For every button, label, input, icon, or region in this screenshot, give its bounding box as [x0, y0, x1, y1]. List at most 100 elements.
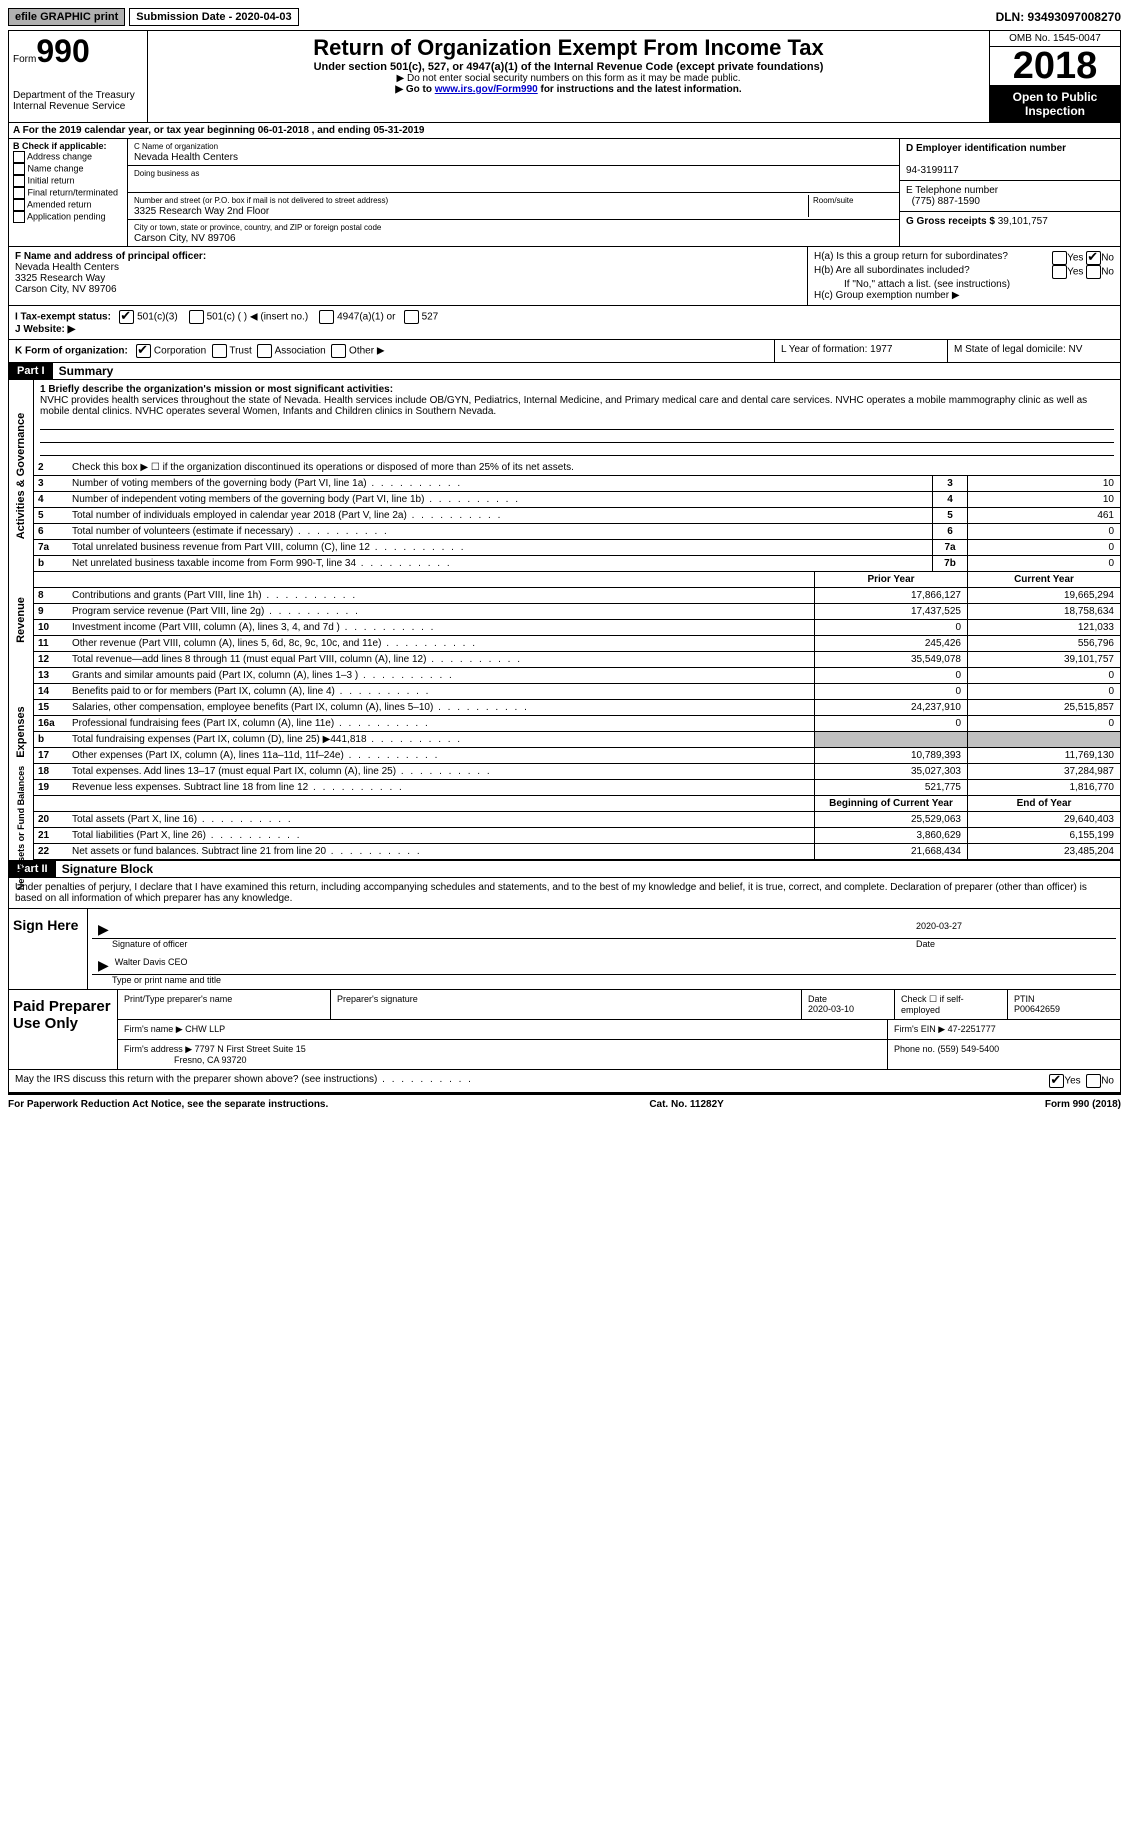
form-label: Form	[13, 54, 36, 65]
prep-date-h: Date	[808, 994, 827, 1004]
net-header: Beginning of Current Year End of Year	[34, 796, 1120, 812]
firm-addr-label: Firm's address ▶	[124, 1044, 192, 1054]
table-row: 14Benefits paid to or for members (Part …	[34, 684, 1120, 700]
table-row: 22Net assets or fund balances. Subtract …	[34, 844, 1120, 860]
cb-corp[interactable]	[136, 344, 151, 358]
col-right: D Employer identification number 94-3199…	[899, 139, 1120, 246]
part1-title: Summary	[59, 364, 114, 378]
hc-label: H(c) Group exemption number ▶	[814, 290, 1114, 301]
cb-final[interactable]	[13, 187, 25, 199]
note-ssn: ▶ Do not enter social security numbers o…	[152, 73, 985, 84]
box-f: F Name and address of principal officer:…	[9, 247, 808, 305]
org-addr: 3325 Research Way 2nd Floor	[134, 206, 269, 217]
date-label: Date	[916, 939, 1116, 949]
box-d: D Employer identification number 94-3199…	[900, 139, 1120, 181]
cb-initial[interactable]	[13, 175, 25, 187]
hb-no[interactable]	[1086, 265, 1101, 279]
irs-link[interactable]: www.irs.gov/Form990	[435, 84, 538, 95]
table-row: bNet unrelated business taxable income f…	[34, 556, 1120, 572]
top-bar: efile GRAPHIC print Submission Date - 20…	[8, 8, 1121, 26]
box-h: H(a) Is this a group return for subordin…	[808, 247, 1120, 305]
org-name: Nevada Health Centers	[134, 152, 238, 163]
hb-yes[interactable]	[1052, 265, 1067, 279]
cb-other[interactable]	[331, 344, 346, 358]
col-curr: Current Year	[967, 572, 1120, 587]
dln: DLN: 93493097008270	[996, 10, 1121, 24]
rev-header: Prior Year Current Year	[34, 572, 1120, 588]
col-mid: C Name of organization Nevada Health Cen…	[128, 139, 899, 246]
lbl-initial: Initial return	[28, 175, 75, 185]
mission-text: NVHC provides health services throughout…	[40, 395, 1087, 417]
cb-name[interactable]	[13, 163, 25, 175]
table-row: 3Number of voting members of the governi…	[34, 476, 1120, 492]
f-label: F Name and address of principal officer:	[15, 251, 206, 262]
table-row: 4Number of independent voting members of…	[34, 492, 1120, 508]
box-l: L Year of formation: 1977	[774, 340, 947, 362]
prep-name-h: Print/Type preparer's name	[118, 990, 331, 1019]
col-end: End of Year	[967, 796, 1120, 811]
header-right: OMB No. 1545-0047 2018 Open to Public In…	[989, 31, 1120, 122]
cb-501c[interactable]	[189, 310, 204, 324]
phone: (775) 887-1590	[912, 196, 980, 207]
open-inspection: Open to Public Inspection	[990, 86, 1120, 122]
ha-yes[interactable]	[1052, 251, 1067, 265]
ha-no[interactable]	[1086, 251, 1101, 265]
part2-bar: Part II Signature Block	[8, 861, 1121, 878]
name-label: Type or print name and title	[92, 975, 1116, 985]
lbl-final: Final return/terminated	[28, 187, 119, 197]
cb-pending[interactable]	[13, 211, 25, 223]
expenses-label: Expenses	[15, 706, 27, 757]
firm-label: Firm's name ▶	[124, 1024, 183, 1034]
footer-left: For Paperwork Reduction Act Notice, see …	[8, 1099, 328, 1110]
sign-body: ▶ 2020-03-27 Signature of officer Date ▶…	[88, 909, 1120, 989]
part1-bar: Part I Summary	[8, 363, 1121, 380]
declaration: Under penalties of perjury, I declare th…	[8, 878, 1121, 909]
row-a: A For the 2019 calendar year, or tax yea…	[8, 123, 1121, 139]
table-row: 15Salaries, other compensation, employee…	[34, 700, 1120, 716]
footer-right: Form 990 (2018)	[1045, 1099, 1121, 1110]
room-label: Room/suite	[813, 196, 853, 205]
cb-assoc[interactable]	[257, 344, 272, 358]
section-governance: Activities & Governance 1 Briefly descri…	[8, 380, 1121, 572]
preparer-block: Paid Preparer Use Only Print/Type prepar…	[8, 990, 1121, 1070]
line2-num: 2	[34, 460, 68, 475]
opt-corp: Corporation	[154, 346, 206, 357]
table-row: 12Total revenue—add lines 8 through 11 (…	[34, 652, 1120, 668]
box-g: G Gross receipts $ 39,101,757	[900, 212, 1120, 231]
box-b: B Check if applicable: Address change Na…	[9, 139, 128, 246]
lbl-amended: Amended return	[27, 199, 92, 209]
opt-501c: 501(c) ( ) ◀ (insert no.)	[207, 312, 309, 323]
footer-mid: Cat. No. 11282Y	[649, 1099, 723, 1110]
cb-trust[interactable]	[212, 344, 227, 358]
cb-4947[interactable]	[319, 310, 334, 324]
efile-btn[interactable]: efile GRAPHIC print	[8, 8, 125, 26]
section-revenue: Revenue Prior Year Current Year 8Contrib…	[8, 572, 1121, 668]
table-row: 17Other expenses (Part IX, column (A), l…	[34, 748, 1120, 764]
officer-addr1: 3325 Research Way	[15, 273, 105, 284]
table-row: 8Contributions and grants (Part VIII, li…	[34, 588, 1120, 604]
table-row: bTotal fundraising expenses (Part IX, co…	[34, 732, 1120, 748]
cb-amended[interactable]	[13, 199, 25, 211]
cb-527[interactable]	[404, 310, 419, 324]
block-bcdefg: B Check if applicable: Address change Na…	[8, 139, 1121, 247]
form-title: Return of Organization Exempt From Incom…	[152, 35, 985, 61]
side-revenue: Revenue	[9, 572, 34, 668]
ptin: P00642659	[1014, 1004, 1060, 1014]
discuss-no[interactable]	[1086, 1074, 1101, 1088]
block-fh: F Name and address of principal officer:…	[8, 247, 1121, 306]
table-row: 21Total liabilities (Part X, line 26)3,8…	[34, 828, 1120, 844]
box-b-title: B Check if applicable:	[13, 141, 107, 151]
cb-address[interactable]	[13, 151, 25, 163]
dba-label: Doing business as	[134, 169, 199, 178]
firm-phone-label: Phone no.	[894, 1044, 935, 1054]
tax-year: 2018	[990, 47, 1120, 86]
table-row: 16aProfessional fundraising fees (Part I…	[34, 716, 1120, 732]
cb-501c3[interactable]	[119, 310, 134, 324]
prep-date: 2020-03-10	[808, 1004, 854, 1014]
officer-name: Nevada Health Centers	[15, 262, 119, 273]
discuss-yes[interactable]	[1049, 1074, 1064, 1088]
opt-other: Other ▶	[349, 346, 384, 357]
table-row: 9Program service revenue (Part VIII, lin…	[34, 604, 1120, 620]
box-c-city: City or town, state or province, country…	[128, 220, 899, 246]
side-net: Net Assets or Fund Balances	[9, 796, 34, 860]
